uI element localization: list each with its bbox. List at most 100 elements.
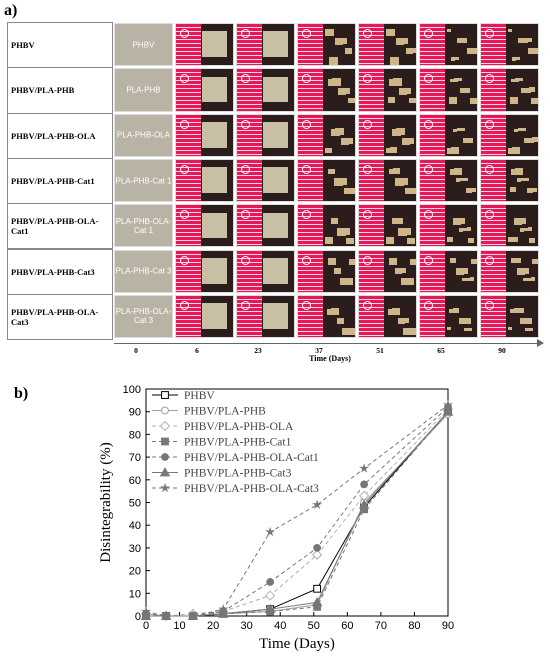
sample-fragment xyxy=(389,258,398,265)
sample-reference-label: PLA-PHB-OLA-Cat 1 xyxy=(115,216,172,235)
data-point xyxy=(442,406,454,416)
data-point xyxy=(141,606,151,616)
sample-fragment xyxy=(509,187,516,192)
sample-photo xyxy=(419,294,478,339)
ruler xyxy=(176,205,202,247)
sample-fragment xyxy=(455,178,460,182)
sample-fragment xyxy=(522,38,529,43)
day-tick-label: 0 xyxy=(134,346,138,355)
sample-fragment xyxy=(524,177,529,181)
ruler xyxy=(420,114,446,156)
sample-reference-photo: PLA-PHB-Cat 1 xyxy=(114,158,173,203)
sample-fragment xyxy=(466,227,471,231)
sample-photo xyxy=(297,294,356,339)
sample-fragment xyxy=(469,277,474,281)
sample-fragment xyxy=(390,57,400,65)
sample-photo xyxy=(236,249,295,293)
data-point xyxy=(218,603,229,614)
sample-film xyxy=(263,257,289,284)
sample-fragment xyxy=(520,267,529,275)
sample-fragment xyxy=(454,168,463,175)
ruler xyxy=(237,24,263,66)
sample-fragment xyxy=(457,217,466,225)
sample-fragment xyxy=(465,277,470,281)
sample-film xyxy=(202,303,228,329)
sample-fragment xyxy=(523,227,528,232)
data-point xyxy=(360,480,369,489)
sample-label: PHBV xyxy=(7,22,113,69)
data-point xyxy=(217,608,229,618)
ruler xyxy=(237,159,263,202)
sample-fragment xyxy=(463,177,468,181)
sample-fragment xyxy=(466,137,473,143)
time-axis-line xyxy=(114,343,538,344)
sample-fragment xyxy=(448,97,457,104)
sample-fragment xyxy=(340,227,350,236)
sample-fragment xyxy=(514,308,521,313)
data-point xyxy=(188,610,198,621)
sample-fragment xyxy=(392,218,400,224)
sample-fragment xyxy=(518,128,523,132)
sample-fragment xyxy=(453,128,458,132)
sample-photo xyxy=(175,68,234,112)
sample-photo xyxy=(358,158,417,203)
sample-fragment xyxy=(407,327,416,335)
sample-fragment xyxy=(393,78,403,86)
sample-fragment xyxy=(515,168,524,175)
ruler xyxy=(359,114,385,156)
ruler xyxy=(237,250,263,292)
sample-fragment xyxy=(461,127,466,131)
y-tick-label: 60 xyxy=(129,475,141,487)
sample-fragment xyxy=(462,317,471,325)
ruler xyxy=(176,250,202,292)
sample-fragment xyxy=(468,237,475,243)
sample-fragment xyxy=(331,308,340,315)
sample-fragment xyxy=(402,87,411,95)
sample-photo xyxy=(419,158,478,203)
data-point xyxy=(161,406,169,415)
sample-fragment xyxy=(398,267,406,274)
sample-photo xyxy=(297,23,356,67)
x-tick-label: 50 xyxy=(308,620,320,632)
sample-fragment xyxy=(332,78,342,86)
sample-fragment xyxy=(450,78,455,82)
legend-label: PHBV/PLA-PHB xyxy=(184,406,266,418)
sample-fragment xyxy=(329,57,339,65)
sample-fragment xyxy=(465,187,472,193)
panel-a-label: a) xyxy=(4,2,18,19)
sample-reference-label: PHBV xyxy=(132,40,155,50)
sample-fragment xyxy=(407,237,416,245)
sample-fragment xyxy=(386,147,394,154)
sample-photo xyxy=(175,23,234,67)
y-tick-label: 50 xyxy=(129,498,141,510)
sample-photo xyxy=(175,113,234,157)
sample-fragment xyxy=(464,328,469,332)
y-tick-label: 10 xyxy=(129,588,141,600)
day-tick-label: 51 xyxy=(376,346,384,355)
sample-fragment xyxy=(530,277,535,281)
ruler xyxy=(481,114,507,156)
data-point xyxy=(161,437,169,446)
ruler xyxy=(481,205,507,247)
sample-fragment xyxy=(527,227,532,231)
sample-fragment xyxy=(387,97,395,103)
sample-fragment xyxy=(457,38,464,44)
data-point xyxy=(160,482,170,493)
sample-label: PHBV/PLA-PHB-Cat3 xyxy=(7,248,113,295)
sample-fragment xyxy=(469,187,476,193)
x-tick-label: 10 xyxy=(173,620,185,632)
sample-photo xyxy=(175,158,234,203)
sample-film xyxy=(263,212,289,239)
sample-fragment xyxy=(520,88,527,94)
sample-photo xyxy=(419,249,478,293)
sample-fragment xyxy=(459,88,466,94)
sample-fragment xyxy=(447,237,454,243)
sample-photo xyxy=(236,23,295,67)
sample-fragment xyxy=(396,217,404,224)
ruler xyxy=(237,205,263,247)
sample-photo xyxy=(480,204,539,248)
sample-fragment xyxy=(389,168,397,175)
sample-fragment xyxy=(526,37,533,43)
y-tick-label: 80 xyxy=(129,429,141,441)
sample-fragment xyxy=(405,137,414,145)
